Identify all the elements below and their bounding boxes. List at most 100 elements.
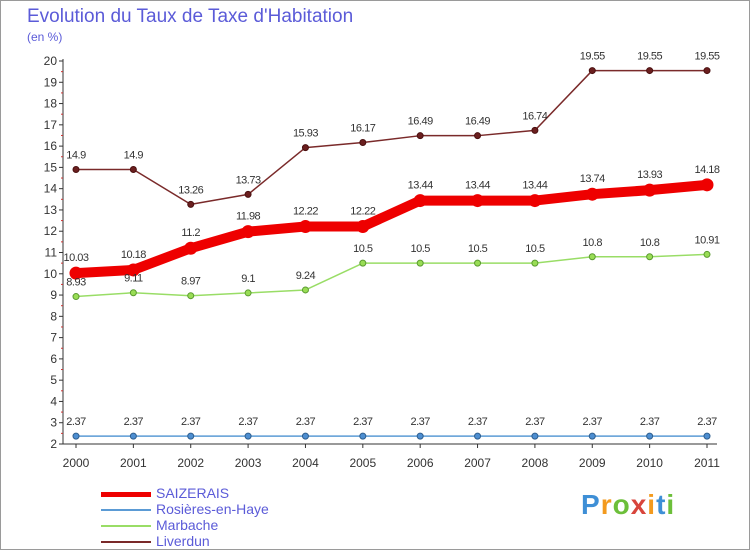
data-label: 2.37 [640,416,660,428]
logo-letter: o [612,489,631,520]
x-tick-label: 2007 [464,456,491,470]
data-label: 2.37 [697,416,717,428]
data-point [187,292,195,300]
data-label: 9.1 [241,273,255,285]
x-tick-label: 2009 [579,456,606,470]
data-label: 10.5 [468,243,488,255]
legend-swatch [101,509,151,511]
y-tick-label: 15 [44,160,58,174]
data-point [72,432,80,440]
data-label: 14.9 [124,150,144,162]
proxiti-logo: Proxiti [581,489,675,521]
y-tick-label: 12 [44,224,58,238]
data-point [298,220,312,234]
data-label: 10.03 [63,252,88,264]
data-point [129,432,137,440]
data-label: 10.5 [410,243,430,255]
data-label: 10.5 [353,243,373,255]
data-point [703,250,711,258]
data-point [359,432,367,440]
data-point [700,178,714,192]
data-point [129,289,137,297]
data-point [471,194,485,208]
x-tick-label: 2005 [349,456,376,470]
y-tick-label: 14 [44,182,58,196]
y-tick-label: 18 [44,97,58,111]
data-label: 14.18 [694,164,719,176]
data-label: 10.91 [694,234,719,246]
data-point [646,432,654,440]
data-point [528,194,542,208]
data-point [588,67,596,75]
legend-swatch [101,541,151,543]
data-point [703,67,711,75]
data-label: 2.37 [66,416,86,428]
data-point [129,166,137,174]
data-label: 13.44 [522,180,547,192]
series-line-marbache [75,253,708,298]
data-label: 14.9 [66,150,86,162]
data-label: 9.24 [296,270,316,282]
y-tick-label: 19 [44,75,58,89]
data-label: 19.55 [580,51,605,63]
data-point [187,200,195,208]
data-label: 13.44 [408,180,433,192]
data-label: 19.55 [637,51,662,63]
y-tick-label: 10 [44,267,58,281]
data-point [72,293,80,301]
y-tick-label: 13 [44,203,58,217]
data-point [588,253,596,261]
data-point [72,166,80,174]
y-tick-label: 20 [44,54,58,68]
data-point [69,266,83,280]
data-point [244,432,252,440]
legend-swatch [101,492,151,497]
y-tick-label: 17 [44,118,58,132]
series-line-liverdun [75,69,708,206]
data-label: 2.37 [181,416,201,428]
data-point [187,432,195,440]
data-label: 11.2 [181,227,200,239]
x-tick-label: 2010 [636,456,663,470]
y-tick-label: 9 [50,288,57,302]
logo-letter: i [647,489,657,520]
data-label: 13.73 [236,174,261,186]
logo-letter: i [666,489,676,520]
legend-label: SAIZERAIS [156,485,230,501]
data-label: 12.22 [293,206,318,218]
y-tick-label: 2 [50,437,57,451]
data-label: 8.97 [181,276,201,288]
y-tick-label: 11 [45,246,58,260]
data-point [301,144,309,152]
data-label: 2.37 [583,416,603,428]
data-label: 16.49 [408,116,433,128]
legend-label: Marbache [156,517,219,533]
data-point [244,190,252,198]
data-point [356,220,370,234]
data-label: 13.26 [178,184,203,196]
data-point [531,432,539,440]
data-label: 16.74 [522,110,547,122]
data-label: 10.18 [121,249,146,261]
data-label: 13.93 [637,169,662,181]
legend-label: Liverdun [156,533,210,549]
x-tick-label: 2006 [407,456,434,470]
data-label: 9.11 [124,273,143,285]
y-tick-label: 7 [50,331,57,345]
data-label: 11.98 [236,211,261,223]
data-label: 8.93 [66,277,86,289]
data-point [643,183,657,197]
data-point [416,132,424,140]
chart-title: Evolution du Taux de Taxe d'Habitation [27,6,354,27]
legend-label: Rosières-en-Haye [156,501,269,517]
data-label: 2.37 [410,416,430,428]
data-point [588,432,596,440]
data-label: 2.37 [468,416,488,428]
data-label: 2.37 [353,416,373,428]
data-point [531,126,539,134]
data-label: 2.37 [124,416,144,428]
x-tick-label: 2000 [63,456,90,470]
logo-letter: P [581,489,601,520]
data-label: 2.37 [238,416,258,428]
data-label: 10.5 [525,243,545,255]
